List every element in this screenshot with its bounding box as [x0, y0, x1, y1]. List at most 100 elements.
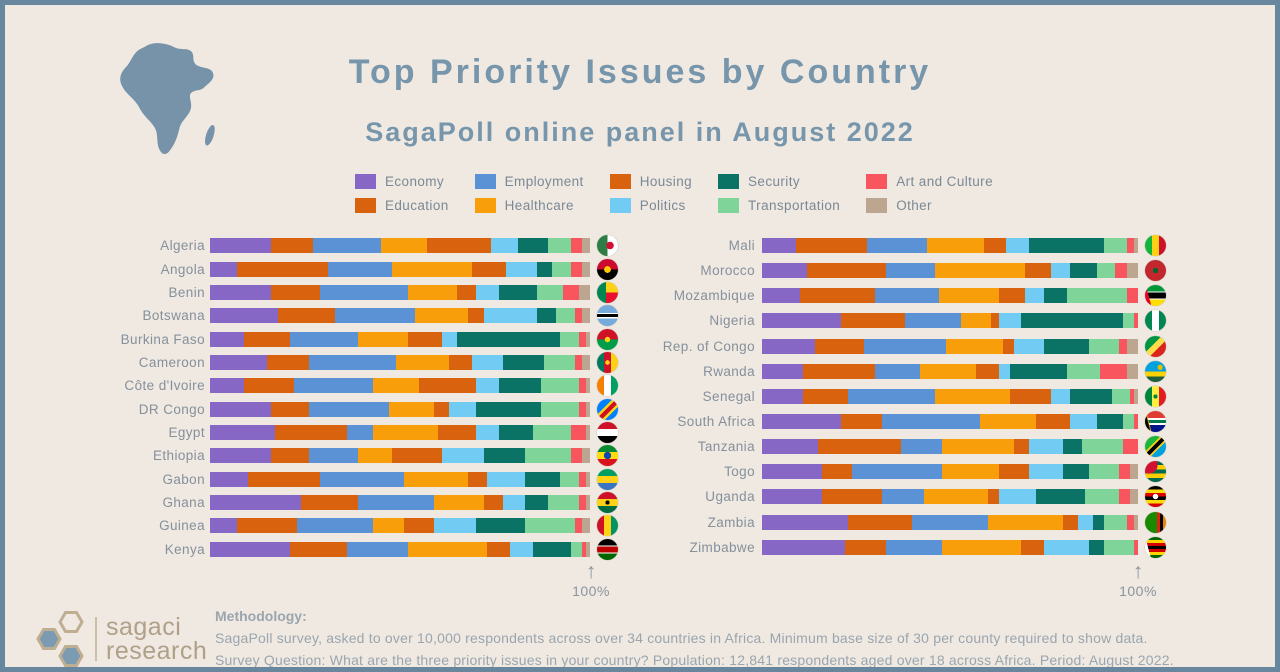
- legend-label: Education: [385, 197, 449, 213]
- country-row-mozambique: Mozambique: [550, 283, 1166, 308]
- country-row-mali: Mali: [550, 233, 1166, 258]
- bar-segment-other: [1134, 514, 1138, 530]
- country-label: Mali: [728, 238, 755, 254]
- country-label: Cameroon: [138, 354, 205, 370]
- country-row-rep-of-congo: Rep. of Congo: [550, 334, 1166, 359]
- country-label: Benin: [168, 284, 205, 300]
- bar-segment-art-and-culture: [1115, 263, 1127, 279]
- bar-segment-healthcare: [942, 439, 1014, 455]
- country-label: Ethiopia: [153, 448, 205, 464]
- bar-segment-security: [1096, 414, 1123, 430]
- legend-item-transportation: Transportation: [718, 194, 840, 216]
- bar-segment-art-and-culture: [1100, 363, 1127, 379]
- bar-segment-healthcare: [942, 464, 999, 480]
- legend: Economy Education Employment Healthcare Hous…: [355, 170, 993, 216]
- bar-segment-politics: [1051, 388, 1071, 404]
- bar-segment-employment: [335, 308, 416, 324]
- stacked-bar-nigeria: [762, 313, 1138, 329]
- sagaci-research-logo: sagaci research: [33, 609, 207, 667]
- stacked-bar-mali: [762, 238, 1138, 254]
- country-label: Togo: [724, 464, 755, 480]
- bar-segment-housing: [1062, 514, 1078, 530]
- bar-segment-employment: [320, 284, 408, 300]
- bar-segment-healthcare: [373, 378, 419, 394]
- flag-tanzania-icon: [1145, 436, 1166, 458]
- bar-segment-security: [483, 448, 526, 464]
- bar-segment-education: [795, 238, 868, 254]
- flag-cameroon-icon: [597, 351, 618, 373]
- bar-segment-politics: [1077, 514, 1093, 530]
- bar-segment-security: [1089, 539, 1105, 555]
- legend-swatch-other: [866, 197, 888, 213]
- legend-item-healthcare: Healthcare: [474, 194, 584, 216]
- bar-segment-employment: [308, 448, 359, 464]
- bar-segment-art-and-culture: [578, 331, 587, 347]
- bar-segment-education: [274, 424, 347, 440]
- stacked-bar-burkina-faso: [210, 331, 590, 347]
- bar-segment-transportation: [1104, 238, 1127, 254]
- up-arrow-icon: ↑: [585, 560, 597, 583]
- bar-segment-politics: [998, 363, 1011, 379]
- stacked-bar-cameroon: [210, 354, 590, 370]
- bar-segment-healthcare: [373, 424, 438, 440]
- bar-segment-politics: [1006, 238, 1029, 254]
- bar-segment-employment: [320, 471, 404, 487]
- country-label: Angola: [160, 261, 205, 277]
- bar-segment-housing: [468, 471, 488, 487]
- flag-mali-icon: [1145, 235, 1166, 257]
- bar-segment-politics: [472, 354, 503, 370]
- bar-segment-other: [582, 448, 590, 464]
- country-row-kenya: Kenya: [5, 537, 618, 560]
- bar-segment-other: [1126, 363, 1138, 379]
- bar-segment-housing: [483, 494, 503, 510]
- country-row-angola: Angola: [5, 257, 618, 280]
- methodology-title: Methodology:: [215, 608, 307, 624]
- bar-segment-healthcare: [373, 518, 404, 534]
- stacked-bar-south-africa: [762, 414, 1138, 430]
- bar-segment-employment: [886, 263, 935, 279]
- bar-segment-art-and-culture: [578, 378, 587, 394]
- bar-segment-security: [1062, 439, 1082, 455]
- bar-segment-housing: [991, 313, 999, 329]
- bar-segment-security: [1028, 238, 1105, 254]
- bar-segment-employment: [358, 494, 435, 510]
- bar-segment-employment: [904, 313, 962, 329]
- bar-segment-employment: [882, 489, 924, 505]
- stacked-bar-botswana: [210, 308, 590, 324]
- bar-segment-other: [586, 541, 590, 557]
- bar-segment-housing: [1021, 539, 1044, 555]
- chart-panel-left: Algeria Angola Benin Botswana Burkina Faso Ca…: [5, 234, 618, 561]
- bar-segment-economy: [210, 261, 237, 277]
- country-label: Rwanda: [703, 363, 755, 379]
- bar-segment-art-and-culture: [570, 448, 583, 464]
- country-label: Zambia: [707, 514, 755, 530]
- bar-segment-politics: [506, 261, 537, 277]
- bar-segment-housing: [976, 363, 999, 379]
- bar-segment-education: [289, 541, 347, 557]
- logo-word-1: sagaci: [106, 613, 182, 641]
- stacked-bar-mozambique: [762, 288, 1138, 304]
- country-label: Egypt: [168, 424, 205, 440]
- bar-segment-security: [1062, 464, 1090, 480]
- bar-segment-education: [822, 464, 853, 480]
- bar-segment-politics: [998, 313, 1022, 329]
- bar-segment-security: [517, 238, 549, 254]
- flag-rep-of-congo-icon: [1145, 335, 1166, 357]
- bar-segment-art-and-culture: [1134, 313, 1138, 329]
- country-label: Ghana: [162, 494, 205, 510]
- country-label: Algeria: [160, 238, 205, 254]
- bar-segment-employment: [312, 238, 381, 254]
- country-row-dr-congo: DR Congo: [5, 397, 618, 420]
- bar-segment-housing: [434, 401, 450, 417]
- bar-segment-transportation: [1089, 464, 1120, 480]
- bar-segment-housing: [456, 284, 476, 300]
- bar-segment-education: [270, 401, 309, 417]
- bar-segment-housing: [418, 378, 476, 394]
- bar-segment-economy: [762, 439, 819, 455]
- bar-segment-politics: [434, 518, 476, 534]
- stacked-bar-algeria: [210, 238, 590, 254]
- legend-item-other: Other: [866, 194, 993, 216]
- bar-segment-housing: [487, 541, 511, 557]
- bar-segment-other: [586, 471, 590, 487]
- bar-segment-politics: [441, 331, 457, 347]
